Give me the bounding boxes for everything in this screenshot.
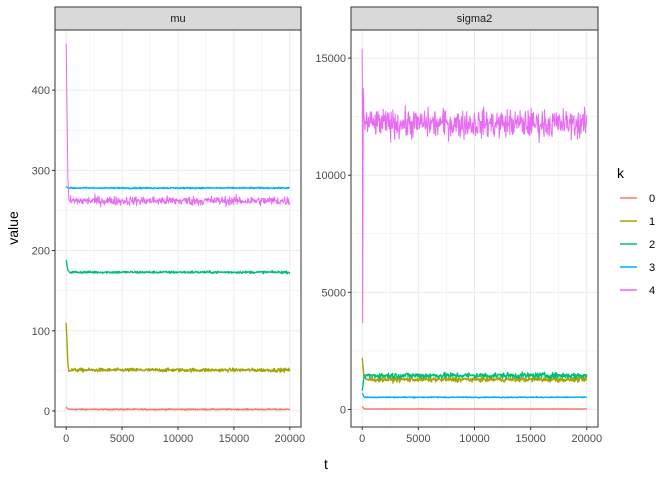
x-tick-label: 10000	[459, 433, 490, 445]
x-tick-label: 15000	[515, 433, 546, 445]
y-tick-label: 0	[44, 406, 50, 418]
series-line-k1	[65, 322, 291, 373]
series-line-k2	[361, 371, 588, 391]
series-line-k3	[361, 392, 588, 399]
legend-label: 1	[649, 216, 655, 228]
y-tick-label: 15000	[315, 53, 346, 65]
series-line-k4	[361, 48, 588, 324]
series-line-k0	[361, 406, 588, 410]
y-tick-label: 0	[340, 404, 346, 416]
y-axis-title: value	[5, 211, 21, 245]
y-tick-label: 100	[32, 326, 50, 338]
gridlines	[351, 30, 598, 427]
series-line-k4	[65, 43, 291, 208]
legend-label: 2	[649, 239, 655, 251]
y-tick-label: 400	[32, 85, 50, 97]
series-line-k0	[65, 406, 291, 411]
y-axis-ticks: 0 100 200 300 400	[32, 85, 55, 418]
series-lines	[65, 43, 291, 411]
series-line-k2	[65, 260, 291, 275]
y-tick-label: 200	[32, 246, 50, 258]
x-tick-label: 5000	[406, 433, 430, 445]
x-tick-label: 10000	[163, 433, 194, 445]
x-axis-ticks: 0 5000 10000 15000 20000	[359, 427, 602, 445]
legend-title: k	[617, 165, 625, 181]
x-axis-title: t	[324, 456, 328, 472]
y-tick-label: 300	[32, 165, 50, 177]
y-tick-label: 5000	[322, 287, 346, 299]
x-tick-label: 20000	[275, 433, 306, 445]
series-line-k3	[65, 185, 291, 190]
x-tick-label: 15000	[219, 433, 250, 445]
legend: k 0 1 2 3 4	[617, 165, 655, 297]
facet-strip-label: mu	[170, 13, 185, 25]
y-tick-label: 10000	[315, 170, 346, 182]
x-tick-label: 0	[359, 433, 365, 445]
x-axis-ticks: 0 5000 10000 15000 20000	[63, 427, 305, 445]
x-tick-label: 20000	[571, 433, 602, 445]
legend-label: 0	[649, 193, 655, 205]
gridlines	[55, 30, 301, 427]
facet-strip-label: sigma2	[457, 13, 492, 25]
x-tick-label: 5000	[110, 433, 134, 445]
facet-panel-mu: mu 0 100 200 300 400 0 5000 10000 15000 20000	[32, 6, 305, 445]
series-lines	[361, 48, 588, 410]
x-tick-label: 0	[63, 433, 69, 445]
y-axis-ticks: 0 5000 10000 15000	[315, 53, 351, 416]
legend-label: 4	[649, 285, 655, 297]
facet-panel-sigma2: sigma2 0 5000 10000 15000 0 5000 10000 15000 20…	[315, 6, 602, 445]
legend-label: 3	[649, 262, 655, 274]
